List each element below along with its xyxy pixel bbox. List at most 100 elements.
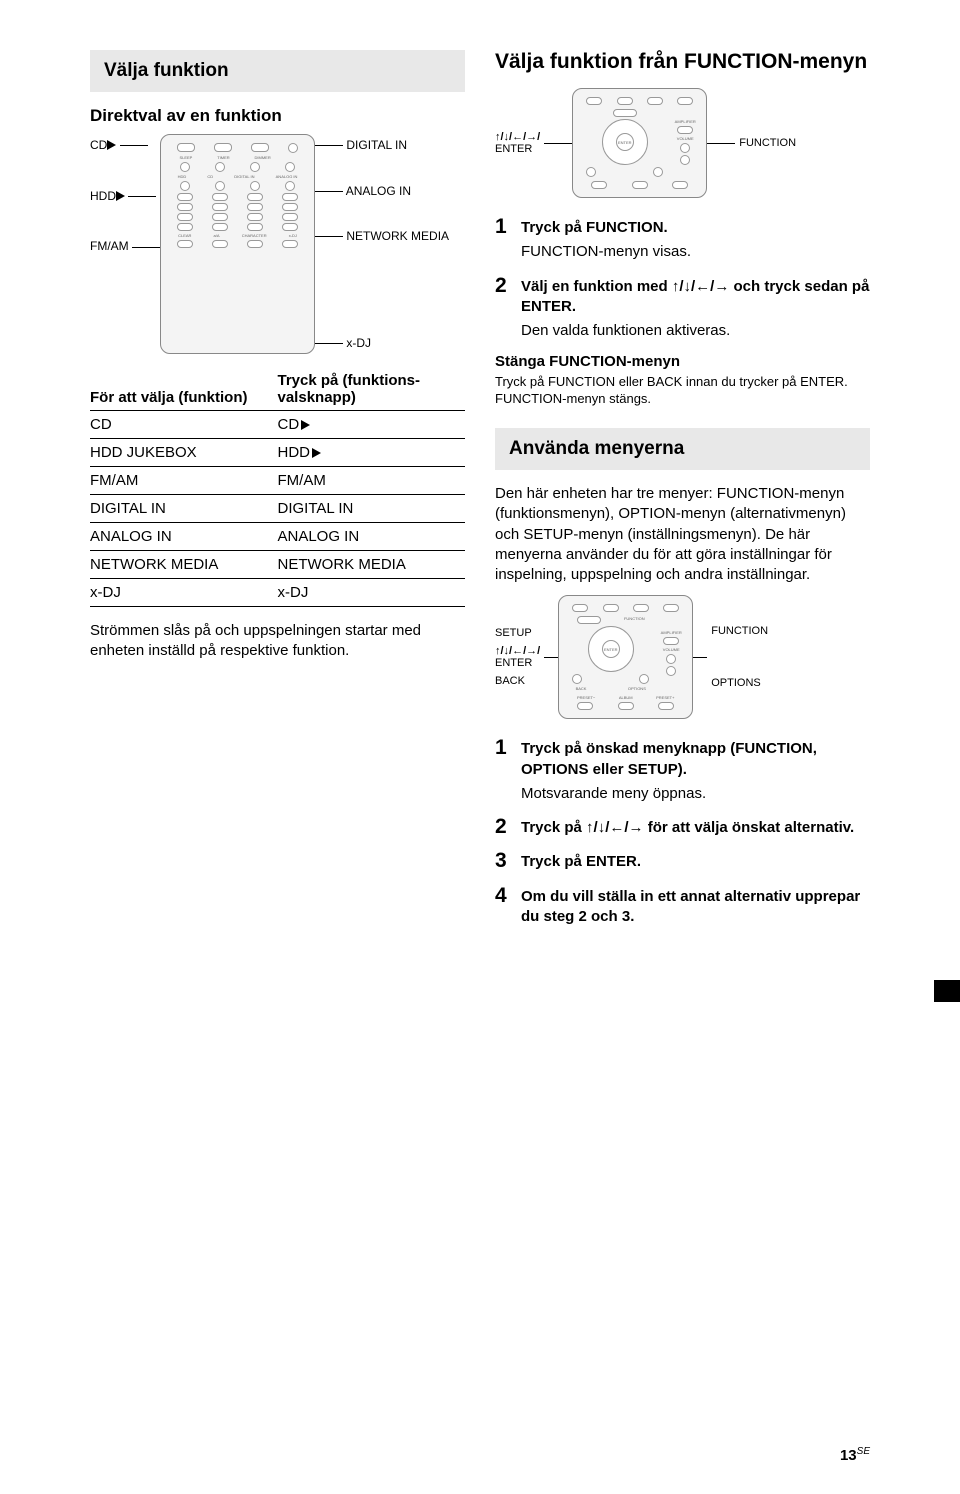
step-body: Tryck på ↑/↓/←/→ för att välja önskat al… xyxy=(521,816,870,838)
table-cell: HDD xyxy=(278,439,466,467)
btn-label: DIMMER xyxy=(254,155,270,160)
remote-image-small-2: FUNCTION ENTER BACKOPTIONS AMPLIFIER VOL… xyxy=(558,595,693,719)
btn-label: SLEEP xyxy=(179,155,192,160)
options-label: OPTIONS xyxy=(711,677,768,689)
btn-label: CLEAR xyxy=(178,233,191,238)
step-title: Tryck på önskad menyknapp (FUNCTION, OPT… xyxy=(521,739,870,780)
table-cell: FM/AM xyxy=(278,467,466,495)
step-number: 4 xyxy=(495,885,521,906)
label-fmam: FM/AM xyxy=(90,239,129,253)
table-row: x-DJx-DJ xyxy=(90,579,465,607)
function-label-2: FUNCTION xyxy=(711,625,768,637)
page-number-value: 13 xyxy=(840,1447,857,1464)
step-number: 2 xyxy=(495,816,521,837)
enter-label-2: ENTER xyxy=(495,657,540,669)
section-heading-box-2: Använda menyerna xyxy=(495,428,870,470)
play-icon xyxy=(301,420,310,430)
close-text: Tryck på FUNCTION eller BACK innan du tr… xyxy=(495,374,870,408)
table-header-2: Tryck på (funktions-valsknapp) xyxy=(278,368,466,411)
steps-list-2: 1Tryck på önskad menyknapp (FUNCTION, OP… xyxy=(495,737,870,927)
table-cell: x-DJ xyxy=(278,579,466,607)
table-cell: CD xyxy=(278,411,466,439)
left-column: Välja funktion Direktval av en funktion … xyxy=(90,50,465,939)
step-number: 3 xyxy=(495,850,521,871)
function-table: För att välja (funktion) Tryck på (funkt… xyxy=(90,368,465,607)
step-title: Tryck på ↑/↓/←/→ för att välja önskat al… xyxy=(521,818,870,838)
paragraph: Strömmen slås på och uppspelningen start… xyxy=(90,621,465,662)
function-label: FUNCTION xyxy=(739,137,796,149)
table-cell: NETWORK MEDIA xyxy=(90,551,278,579)
step-number: 1 xyxy=(495,737,521,758)
btn-label: x-DJ xyxy=(289,233,297,238)
subheading: Direktval av en funktion xyxy=(90,106,465,126)
steps-list-1: 1Tryck på FUNCTION. FUNCTION-menyn visas.… xyxy=(495,216,870,341)
label-network-media: NETWORK MEDIA xyxy=(346,229,449,243)
label-digital-in: DIGITAL IN xyxy=(346,138,407,152)
arrows-label: ↑/↓/←/→/ xyxy=(495,131,540,143)
table-cell: ANALOG IN xyxy=(90,523,278,551)
btn-label: CHARACTER xyxy=(242,233,267,238)
label-cd: CD xyxy=(90,138,107,152)
btn-label: a/A xyxy=(214,233,220,238)
back-label: BACK xyxy=(495,675,540,687)
table-row: CDCD xyxy=(90,411,465,439)
table-cell: DIGITAL IN xyxy=(278,495,466,523)
right-column: Välja funktion från FUNCTION-menyn ↑/↓/←… xyxy=(495,50,870,939)
table-cell: FM/AM xyxy=(90,467,278,495)
table-header-1: För att välja (funktion) xyxy=(90,368,278,411)
play-icon xyxy=(116,191,125,201)
step: 3Tryck på ENTER. xyxy=(495,850,870,872)
step-number: 2 xyxy=(495,275,521,296)
page-number: 13SE xyxy=(840,1446,870,1464)
table-cell: NETWORK MEDIA xyxy=(278,551,466,579)
step-subtext: FUNCTION-menyn visas. xyxy=(521,242,870,262)
step-title: Om du vill ställa in ett annat alternati… xyxy=(521,887,870,928)
btn-label: DIGITAL IN xyxy=(234,174,254,179)
step: 2Tryck på ↑/↓/←/→ för att välja önskat a… xyxy=(495,816,870,838)
table-row: NETWORK MEDIANETWORK MEDIA xyxy=(90,551,465,579)
tab-marker xyxy=(934,980,960,1002)
heading: Välja funktion från FUNCTION-menyn xyxy=(495,50,870,74)
step-body: Om du vill ställa in ett annat alternati… xyxy=(521,885,870,928)
remote-diagram-2: ↑/↓/←/→/ ENTER ENTER AMPLIFIER VOL xyxy=(495,88,870,198)
remote-diagram-3: SETUP ↑/↓/←/→/ ENTER BACK FUNCTION ENTER… xyxy=(495,595,870,719)
table-row: DIGITAL INDIGITAL IN xyxy=(90,495,465,523)
step-body: Tryck på önskad menyknapp (FUNCTION, OPT… xyxy=(521,737,870,804)
table-cell: DIGITAL IN xyxy=(90,495,278,523)
table-cell: HDD JUKEBOX xyxy=(90,439,278,467)
section-title: Välja funktion xyxy=(104,60,451,82)
step-number: 1 xyxy=(495,216,521,237)
table-row: HDD JUKEBOXHDD xyxy=(90,439,465,467)
step-title: Tryck på ENTER. xyxy=(521,852,870,872)
step: 4Om du vill ställa in ett annat alternat… xyxy=(495,885,870,928)
arrows-label-2: ↑/↓/←/→/ xyxy=(495,645,540,657)
btn-label: HDD xyxy=(178,174,187,179)
close-heading: Stänga FUNCTION-menyn xyxy=(495,353,870,370)
remote-image: SLEEPTIMERDIMMER HDDCDDIGITAL INANALOG I… xyxy=(160,134,315,354)
section-title-2: Använda menyerna xyxy=(509,438,856,460)
play-icon xyxy=(107,140,116,150)
step-subtext: Motsvarande meny öppnas. xyxy=(521,784,870,804)
paragraph-2: Den här enheten har tre menyer: FUNCTION… xyxy=(495,484,870,585)
step-body: Tryck på FUNCTION. FUNCTION-menyn visas. xyxy=(521,216,870,263)
btn-label: ANALOG IN xyxy=(276,174,298,179)
page-number-suffix: SE xyxy=(857,1446,870,1457)
step: 2Välj en funktion med ↑/↓/←/→ och tryck … xyxy=(495,275,870,342)
step: 1Tryck på önskad menyknapp (FUNCTION, OP… xyxy=(495,737,870,804)
remote-image-small: ENTER AMPLIFIER VOLUME xyxy=(572,88,707,198)
table-cell: ANALOG IN xyxy=(278,523,466,551)
btn-label: TIMER xyxy=(217,155,229,160)
label-analog-in: ANALOG IN xyxy=(346,184,411,198)
table-row: ANALOG INANALOG IN xyxy=(90,523,465,551)
step-body: Tryck på ENTER. xyxy=(521,850,870,872)
section-heading-box: Välja funktion xyxy=(90,50,465,92)
step-title: Välj en funktion med ↑/↓/←/→ och tryck s… xyxy=(521,277,870,318)
step-subtext: Den valda funktionen aktiveras. xyxy=(521,321,870,341)
remote-diagram-1: CD HDD FM/AM SLEEPTIMERDIMMER HDDCDDIGIT… xyxy=(90,134,465,354)
label-hdd: HDD xyxy=(90,189,116,203)
step: 1Tryck på FUNCTION. FUNCTION-menyn visas. xyxy=(495,216,870,263)
table-cell: x-DJ xyxy=(90,579,278,607)
step-body: Välj en funktion med ↑/↓/←/→ och tryck s… xyxy=(521,275,870,342)
step-title: Tryck på FUNCTION. xyxy=(521,218,870,238)
label-xdj: x-DJ xyxy=(346,336,371,350)
